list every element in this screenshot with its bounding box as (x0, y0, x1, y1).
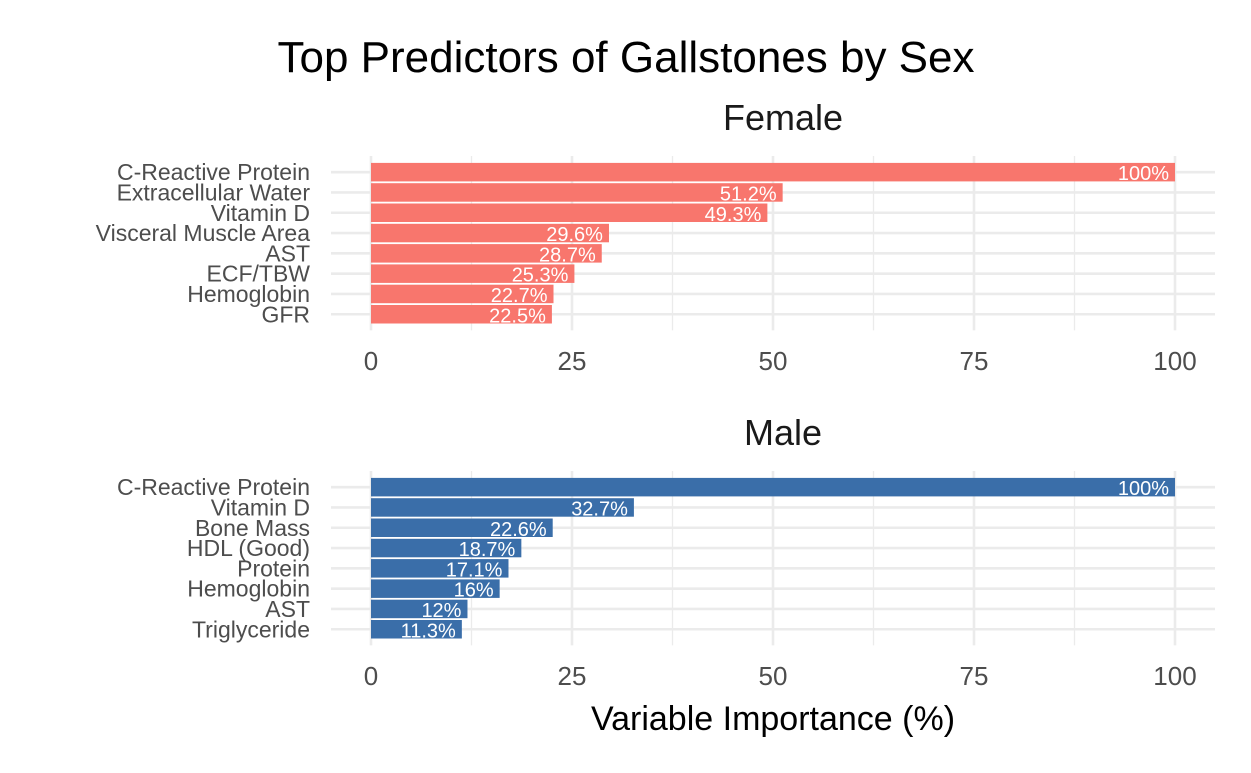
value-label: 12% (421, 600, 461, 622)
facet-label-female: Female (723, 97, 843, 138)
category-label: Bone Mass (195, 515, 310, 541)
panel-female: Female C-Reactive Protein 100% Extracellula… (96, 97, 1215, 376)
bar-female (371, 284, 554, 304)
bar-female (371, 223, 609, 243)
category-label: AST (265, 240, 310, 266)
category-label: Triglyceride (192, 616, 310, 642)
bar-male (371, 579, 500, 598)
value-label: 100% (1118, 478, 1169, 500)
x-tick-label: 75 (960, 661, 989, 691)
bar-male (371, 599, 468, 619)
value-label: 22.6% (490, 519, 547, 541)
bar-male (371, 518, 553, 537)
x-tick-label: 50 (759, 661, 788, 691)
value-label: 49.3% (705, 204, 762, 226)
value-label: 16% (454, 580, 494, 602)
category-label: AST (265, 596, 310, 622)
bar-female (371, 264, 575, 283)
category-label: Visceral Muscle Area (96, 220, 311, 246)
value-label: 100% (1118, 163, 1169, 185)
category-label: Protein (237, 555, 310, 581)
x-tick-label: 100 (1153, 346, 1196, 376)
value-label: 11.3% (401, 620, 456, 642)
value-label: 22.5% (489, 305, 546, 327)
category-label: Hemoglobin (187, 576, 310, 602)
x-tick-label: 0 (364, 346, 378, 376)
value-label: 28.7% (539, 244, 596, 266)
bar-female (371, 203, 768, 222)
bar-female (371, 305, 552, 324)
x-tick-label: 0 (364, 661, 378, 691)
value-label: 29.6% (546, 224, 603, 246)
category-label: ECF/TBW (207, 261, 311, 287)
x-tick-label: 75 (960, 346, 989, 376)
bar-female (371, 244, 602, 263)
panel-male: Male C-Reactive Protein 100% Vitamin D 32.7%… (117, 412, 1215, 691)
category-label: Hemoglobin (187, 281, 310, 307)
bar-male (371, 559, 509, 578)
x-tick-label: 25 (558, 346, 587, 376)
category-label: C-Reactive Protein (117, 159, 310, 185)
value-label: 18.7% (459, 539, 516, 561)
value-label: 51.2% (720, 183, 777, 205)
bar-male (371, 538, 522, 558)
category-label: C-Reactive Protein (117, 474, 310, 500)
bar-female (371, 183, 783, 202)
category-label: Vitamin D (211, 200, 310, 226)
bar-male (371, 620, 462, 639)
bar-male (371, 498, 634, 517)
bar-female (371, 162, 1175, 182)
x-tick-label: 100 (1153, 661, 1196, 691)
x-tick-label: 25 (558, 661, 587, 691)
value-label: 25.3% (512, 265, 569, 287)
bar-male (371, 477, 1175, 497)
value-label: 17.1% (446, 559, 503, 581)
category-label: Vitamin D (211, 494, 310, 520)
x-tick-label: 50 (759, 346, 788, 376)
facet-label-male: Male (744, 412, 822, 453)
value-label: 22.7% (491, 285, 548, 307)
chart-title: Top Predictors of Gallstones by Sex (278, 33, 975, 82)
x-axis-label: Variable Importance (%) (591, 700, 955, 738)
category-label: Extracellular Water (117, 179, 311, 205)
value-label: 32.7% (571, 498, 628, 520)
category-label: GFR (261, 301, 310, 327)
category-label: HDL (Good) (187, 535, 310, 561)
